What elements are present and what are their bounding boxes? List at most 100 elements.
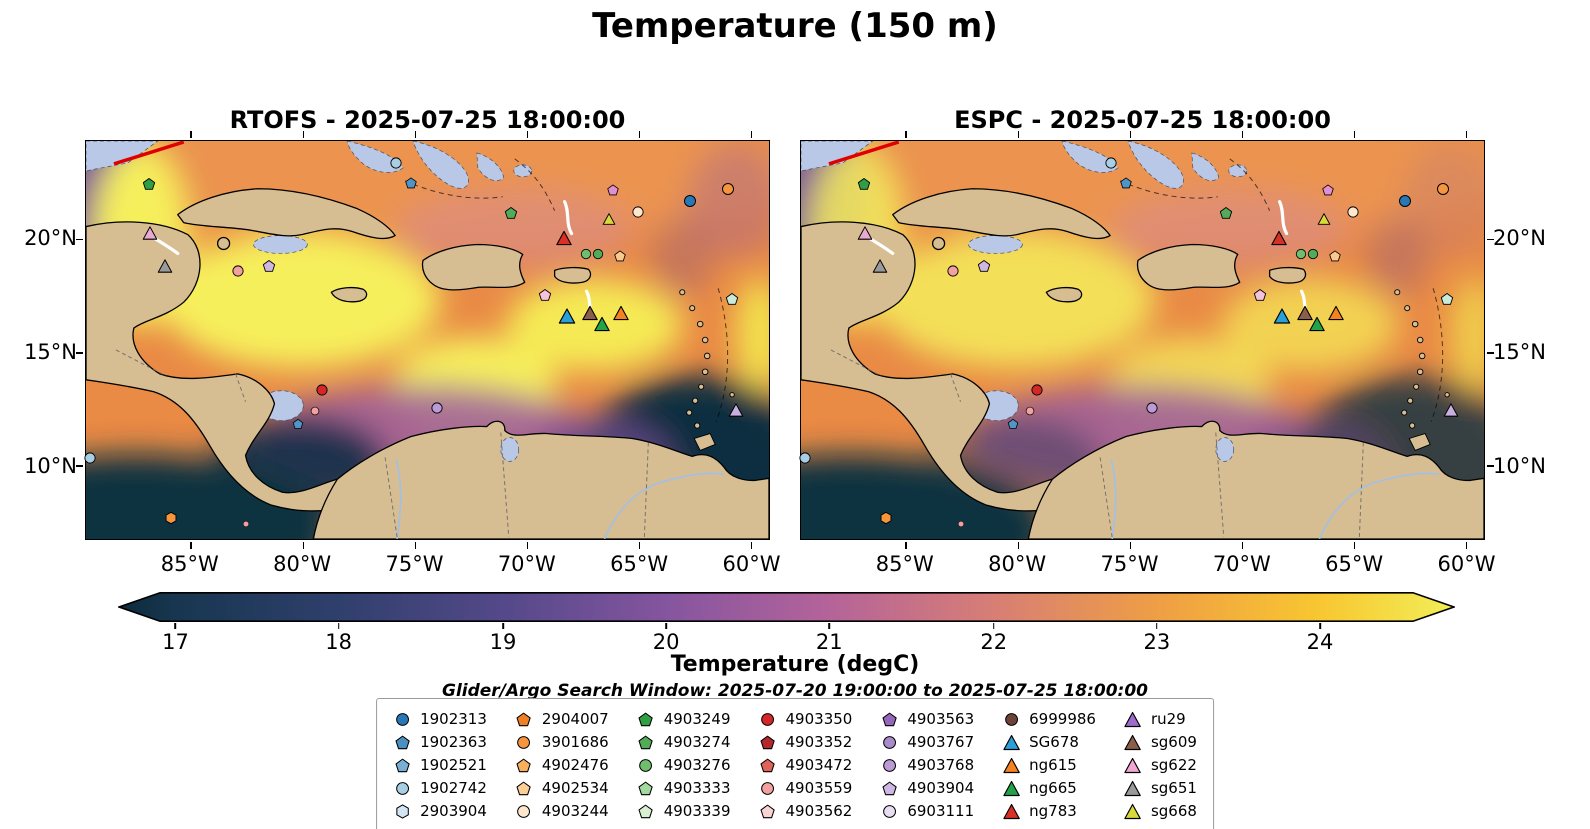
axis-tick [1241, 542, 1244, 549]
legend-item-label: ru29 [1150, 710, 1186, 728]
land-central-america [86, 221, 353, 512]
lat-tick-label: 10°N [1493, 454, 1546, 478]
axis-tick [1465, 542, 1468, 549]
legend-item-4902534: 4902534 [515, 779, 609, 797]
map-marker-pentagon [725, 292, 739, 305]
lon-tick-label: 80°W [988, 552, 1047, 576]
legend-item-label: 4903562 [785, 802, 853, 820]
lon-tick-label: 70°W [1212, 552, 1271, 576]
colorbar-tick-label: 17 [162, 630, 189, 654]
circle-marker-icon [515, 804, 533, 819]
legend-item-label: ng783 [1029, 802, 1077, 820]
legend-item-label: 4903767 [907, 733, 975, 751]
pentagon-marker-icon [393, 735, 411, 750]
legend-item-label: 4903350 [785, 710, 853, 728]
triangle-marker-icon [1124, 711, 1142, 728]
land-cuba [177, 188, 396, 240]
pentagon-marker-icon [880, 712, 898, 727]
panel-espc: ESPC - 2025-07-25 18:00:00 [799, 106, 1546, 588]
pentagon-marker-icon [515, 781, 533, 796]
lon-tick-label: 60°W [722, 552, 781, 576]
axis-tick [1129, 542, 1132, 549]
country-borders [115, 349, 649, 538]
legend-item-label: 6903111 [907, 802, 975, 820]
pentagon-marker-icon [759, 804, 777, 819]
legend-item-ru29: ru29 [1124, 710, 1197, 728]
pentagon-marker-icon [759, 735, 777, 750]
lat-tick-label: 10°N [24, 454, 77, 478]
legend-item-label: 4903339 [663, 802, 731, 820]
map-marker-circle [1105, 157, 1118, 170]
map-marker-triangle [602, 213, 616, 226]
axis-tick [526, 131, 529, 138]
panel-espc-title: ESPC - 2025-07-25 18:00:00 [954, 106, 1331, 134]
map-marker-pentagon [405, 177, 417, 189]
legend-item-label: ng615 [1029, 756, 1077, 774]
map-marker-pentagon [1322, 184, 1334, 196]
map-rtofs [76, 131, 770, 549]
map-marker-triangle [558, 308, 576, 325]
legend-item-sg668: sg668 [1124, 802, 1197, 820]
colorbar-tick [828, 623, 831, 629]
map-marker-pentagon [1440, 292, 1454, 305]
legend-item-1902313: 1902313 [393, 710, 487, 728]
axis-tick [76, 465, 83, 467]
land-central-america [801, 221, 1068, 512]
legend-item-sg609: sg609 [1124, 733, 1197, 751]
legend-item-4903244: 4903244 [515, 802, 609, 820]
figure-title: Temperature (150 m) [592, 6, 998, 46]
map-marker-triangle [1317, 213, 1331, 226]
colorbar-tick-label: 22 [980, 630, 1008, 654]
map-marker-triangle [613, 305, 630, 321]
axis-tick [1487, 238, 1494, 241]
land-puerto-rico [1268, 266, 1307, 284]
map-marker-pentagon [1253, 289, 1267, 302]
map-marker-circle [1398, 194, 1412, 208]
colorbar-tick-label: 19 [489, 630, 517, 654]
legend-item-4903563: 4903563 [880, 710, 974, 728]
map-marker-triangle [1309, 316, 1326, 332]
legend-item-sg651: sg651 [1124, 779, 1197, 797]
legend: 1902313 1902363 1902521 1902742 2903904 29040… [376, 698, 1214, 829]
colorbar: 17 18 19 20 21 22 23 24 [116, 592, 1457, 654]
legend-item-sg622: sg622 [1124, 756, 1197, 774]
depth-contours [404, 158, 729, 422]
rivers [395, 459, 725, 539]
map-marker-pentagon [262, 259, 276, 272]
colorbar-gradient [116, 592, 1457, 622]
map-espc [799, 131, 1494, 549]
legend-item-4903339: 4903339 [637, 802, 731, 820]
map-marker-circle [1436, 182, 1450, 196]
legend-item-label: 3901686 [541, 733, 609, 751]
panel-rtofs: RTOFS - 2025-07-25 18:00:00 [24, 106, 780, 588]
land-puerto-rico [553, 266, 592, 284]
colorbar-tick [502, 623, 504, 629]
legend-item-ng665: ng665 [1002, 779, 1096, 797]
colorbar-tick-label: 18 [325, 630, 352, 654]
lon-axis-espc: 85°W 80°W 75°W 70°W 65°W 60°W [800, 552, 1496, 580]
map-marker-circle [1346, 205, 1359, 218]
map-marker-circle [431, 401, 444, 414]
legend-item-label: 4903249 [663, 710, 731, 728]
lon-tick-label: 65°W [610, 552, 669, 576]
circle-marker-icon [880, 758, 898, 773]
colorbar-label: Temperature (degC) [670, 652, 920, 677]
map-marker-circle [799, 451, 812, 464]
axis-tick [1487, 465, 1494, 467]
axis-tick [190, 131, 193, 138]
legend-item-label: 4903333 [663, 779, 731, 797]
legend-item-4903333: 4903333 [637, 779, 731, 797]
country-borders [830, 349, 1364, 538]
axis-tick [1017, 131, 1020, 138]
lake-maracaibo [500, 437, 520, 462]
axis-tick [190, 542, 193, 549]
colorbar-tick [992, 623, 995, 629]
map-marker-circle [1295, 248, 1307, 260]
land-jamaica [1045, 286, 1083, 303]
map-marker-circle [1146, 401, 1159, 414]
legend-item-label: 2903904 [420, 802, 487, 820]
map-marker-circle [946, 264, 959, 277]
circle-marker-icon [1002, 712, 1020, 727]
legend-item-label: ng665 [1029, 779, 1077, 797]
